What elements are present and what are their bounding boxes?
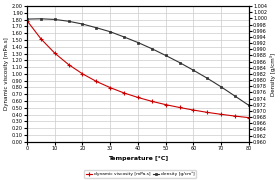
dynamic viscosity [mPa.s] xyxy=(178,106,181,109)
Legend: dynamic viscosity [mPa.s], density [g/cm³]: dynamic viscosity [mPa.s], density [g/cm… xyxy=(85,170,195,178)
density [g/cm³] xyxy=(136,41,140,44)
dynamic viscosity [mPa.s] xyxy=(192,109,195,111)
Y-axis label: Dynamic viscosity [mPa.s]: Dynamic viscosity [mPa.s] xyxy=(4,38,9,110)
density [g/cm³] xyxy=(39,18,43,20)
Y-axis label: Density [g/cm³]: Density [g/cm³] xyxy=(270,52,276,96)
dynamic viscosity [mPa.s] xyxy=(39,38,43,40)
density [g/cm³] xyxy=(25,18,29,20)
density [g/cm³] xyxy=(109,31,112,33)
density [g/cm³] xyxy=(122,36,126,38)
density [g/cm³] xyxy=(150,48,153,50)
dynamic viscosity [mPa.s] xyxy=(122,92,126,94)
density [g/cm³] xyxy=(206,77,209,79)
dynamic viscosity [mPa.s] xyxy=(136,96,140,98)
dynamic viscosity [mPa.s] xyxy=(109,87,112,89)
dynamic viscosity [mPa.s] xyxy=(67,64,70,66)
density [g/cm³] xyxy=(247,104,251,106)
density [g/cm³] xyxy=(53,18,56,21)
density [g/cm³] xyxy=(233,95,237,97)
density [g/cm³] xyxy=(192,69,195,71)
dynamic viscosity [mPa.s] xyxy=(81,73,84,75)
dynamic viscosity [mPa.s] xyxy=(220,113,223,115)
dynamic viscosity [mPa.s] xyxy=(53,52,56,54)
density [g/cm³] xyxy=(81,23,84,25)
density [g/cm³] xyxy=(220,86,223,88)
density [g/cm³] xyxy=(95,27,98,29)
dynamic viscosity [mPa.s] xyxy=(25,19,29,22)
density [g/cm³] xyxy=(164,54,167,57)
dynamic viscosity [mPa.s] xyxy=(233,115,237,117)
dynamic viscosity [mPa.s] xyxy=(150,100,153,102)
Line: density [g/cm³]: density [g/cm³] xyxy=(25,17,250,107)
density [g/cm³] xyxy=(178,61,181,64)
dynamic viscosity [mPa.s] xyxy=(247,117,251,119)
dynamic viscosity [mPa.s] xyxy=(206,111,209,113)
X-axis label: Temperature [°C]: Temperature [°C] xyxy=(108,156,168,161)
density [g/cm³] xyxy=(67,20,70,22)
Line: dynamic viscosity [mPa.s]: dynamic viscosity [mPa.s] xyxy=(25,19,251,120)
dynamic viscosity [mPa.s] xyxy=(164,103,167,106)
dynamic viscosity [mPa.s] xyxy=(95,80,98,82)
